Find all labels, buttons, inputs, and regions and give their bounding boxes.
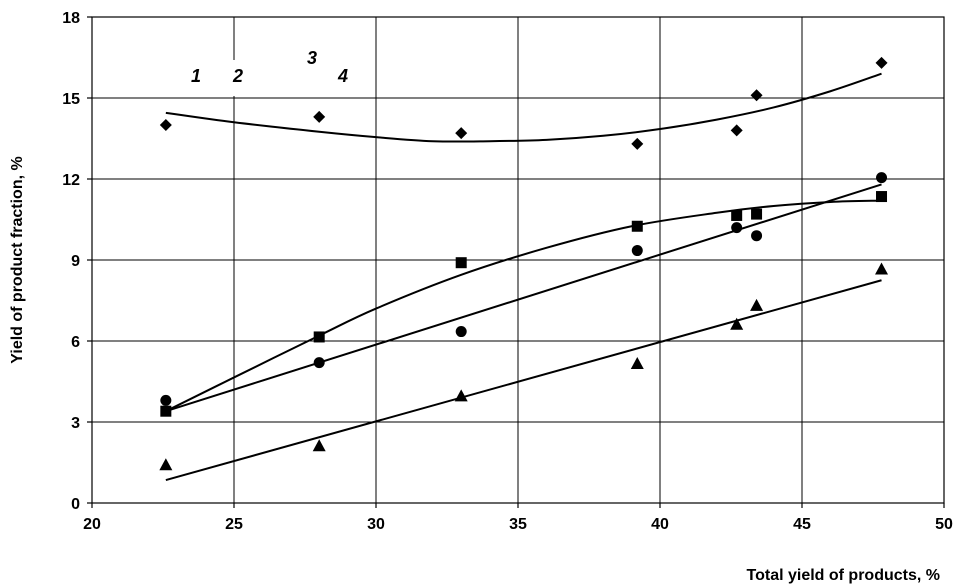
square-point: [751, 208, 763, 220]
y-tick-label: 18: [62, 10, 80, 27]
square-point: [876, 191, 888, 203]
diamond-point: [750, 89, 763, 102]
curve-label-1: 1: [191, 66, 201, 86]
trend-lines: [165, 72, 882, 482]
y-axis-ticks: 0 3 6 9 12 15 18: [62, 10, 92, 513]
diamond-point: [455, 127, 468, 140]
curve-label-3: 3: [307, 48, 317, 68]
grid: [92, 17, 944, 503]
circle-point: [313, 357, 325, 369]
curve-label-box: [180, 60, 360, 96]
diamond-point: [159, 119, 172, 131]
y-tick-label: 9: [71, 253, 80, 270]
circle-point: [751, 230, 763, 242]
square-point: [455, 257, 467, 269]
data-points: [159, 56, 889, 471]
y-tick-label: 12: [62, 172, 80, 189]
triangle-point: [159, 458, 173, 471]
trend-line-diamond: [165, 72, 882, 143]
diamond-point: [313, 110, 326, 123]
trend-line-circle: [165, 183, 882, 413]
square-point: [313, 331, 325, 343]
x-tick-label: 25: [225, 516, 243, 533]
x-tick-label: 45: [793, 516, 811, 533]
square-point: [631, 220, 643, 232]
curve-labels: 1 2 34: [191, 48, 348, 86]
curve-label-2: 2: [232, 66, 243, 86]
circle-point: [631, 245, 643, 257]
diamond-point: [875, 56, 888, 69]
x-tick-label: 20: [83, 516, 101, 533]
y-axis-title: Yield of product fraction, %: [9, 156, 26, 363]
y-tick-label: 6: [71, 334, 80, 351]
diamond-point: [631, 137, 644, 150]
triangle-point: [630, 356, 644, 369]
triangle-point: [875, 262, 889, 275]
curve-label-4: 4: [337, 66, 348, 86]
x-tick-label: 40: [651, 516, 669, 533]
x-axis-title: Total yield of products, %: [747, 567, 941, 584]
triangle-point: [312, 439, 326, 452]
circle-point: [160, 394, 172, 406]
diamond-point: [730, 124, 743, 137]
x-tick-label: 30: [367, 516, 385, 533]
curve-label-background: [180, 60, 360, 96]
triangle-point: [730, 317, 744, 330]
y-tick-label: 0: [71, 496, 80, 513]
y-tick-label: 3: [71, 415, 80, 432]
x-tick-label: 50: [935, 516, 953, 533]
y-tick-label: 15: [62, 91, 80, 108]
trend-line-triangle: [165, 279, 882, 482]
triangle-point: [454, 389, 468, 402]
triangle-point: [750, 298, 764, 311]
square-point: [160, 405, 172, 417]
x-axis-ticks: 20 25 30 35 40 45 50: [83, 503, 953, 533]
x-tick-label: 35: [509, 516, 527, 533]
circle-point: [455, 326, 467, 338]
circle-point: [731, 222, 743, 234]
square-point: [731, 209, 743, 221]
circle-point: [876, 172, 888, 184]
trend-line-square: [165, 199, 882, 413]
